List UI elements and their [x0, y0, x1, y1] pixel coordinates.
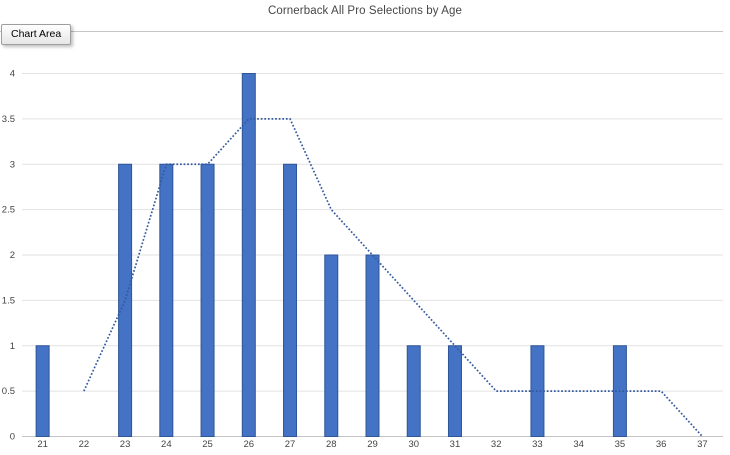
- x-tick-label: 33: [532, 439, 543, 450]
- bar[interactable]: [283, 163, 298, 437]
- x-tick-label: 34: [573, 439, 584, 450]
- bar[interactable]: [241, 73, 256, 437]
- chart-title[interactable]: Cornerback All Pro Selections by Age: [267, 5, 463, 17]
- x-tick-label: 30: [408, 439, 419, 450]
- x-tick-label: 26: [244, 439, 255, 450]
- trendline[interactable]: [83, 118, 704, 438]
- y-tick-label: 2.5: [2, 205, 15, 216]
- y-tick-label: 3: [10, 159, 15, 170]
- y-tick-label: 1: [10, 341, 15, 352]
- x-tick-label: 28: [326, 439, 337, 450]
- bar[interactable]: [118, 163, 133, 437]
- bar[interactable]: [159, 163, 174, 437]
- x-tick-label: 27: [285, 439, 296, 450]
- x-tick-label: 35: [615, 439, 626, 450]
- bar[interactable]: [406, 345, 421, 437]
- x-tick-label: 23: [120, 439, 131, 450]
- x-tick-label: 37: [697, 439, 708, 450]
- bar[interactable]: [324, 254, 339, 437]
- bar[interactable]: [447, 345, 462, 437]
- chart-area-tooltip: Chart Area: [1, 24, 72, 45]
- x-tick-label: 25: [202, 439, 213, 450]
- x-tick-label: 36: [656, 439, 667, 450]
- y-tick-label: 3.5: [2, 114, 15, 125]
- y-tick-label: 2: [10, 250, 15, 261]
- x-tick-label: 22: [79, 439, 90, 450]
- x-tick-label: 32: [491, 439, 502, 450]
- y-tick-label: 0: [10, 432, 15, 443]
- x-tick-label: 24: [161, 439, 172, 450]
- bar[interactable]: [365, 254, 380, 437]
- chart-frame-top-border: [0, 31, 723, 32]
- bar[interactable]: [35, 345, 50, 437]
- y-tick-label: 0.5: [2, 386, 15, 397]
- x-tick-label: 29: [367, 439, 378, 450]
- bar[interactable]: [200, 163, 215, 437]
- y-tick-label: 1.5: [2, 295, 15, 306]
- x-tick-label: 31: [450, 439, 461, 450]
- y-tick-label: 4: [10, 69, 15, 80]
- x-tick-label: 21: [37, 439, 48, 450]
